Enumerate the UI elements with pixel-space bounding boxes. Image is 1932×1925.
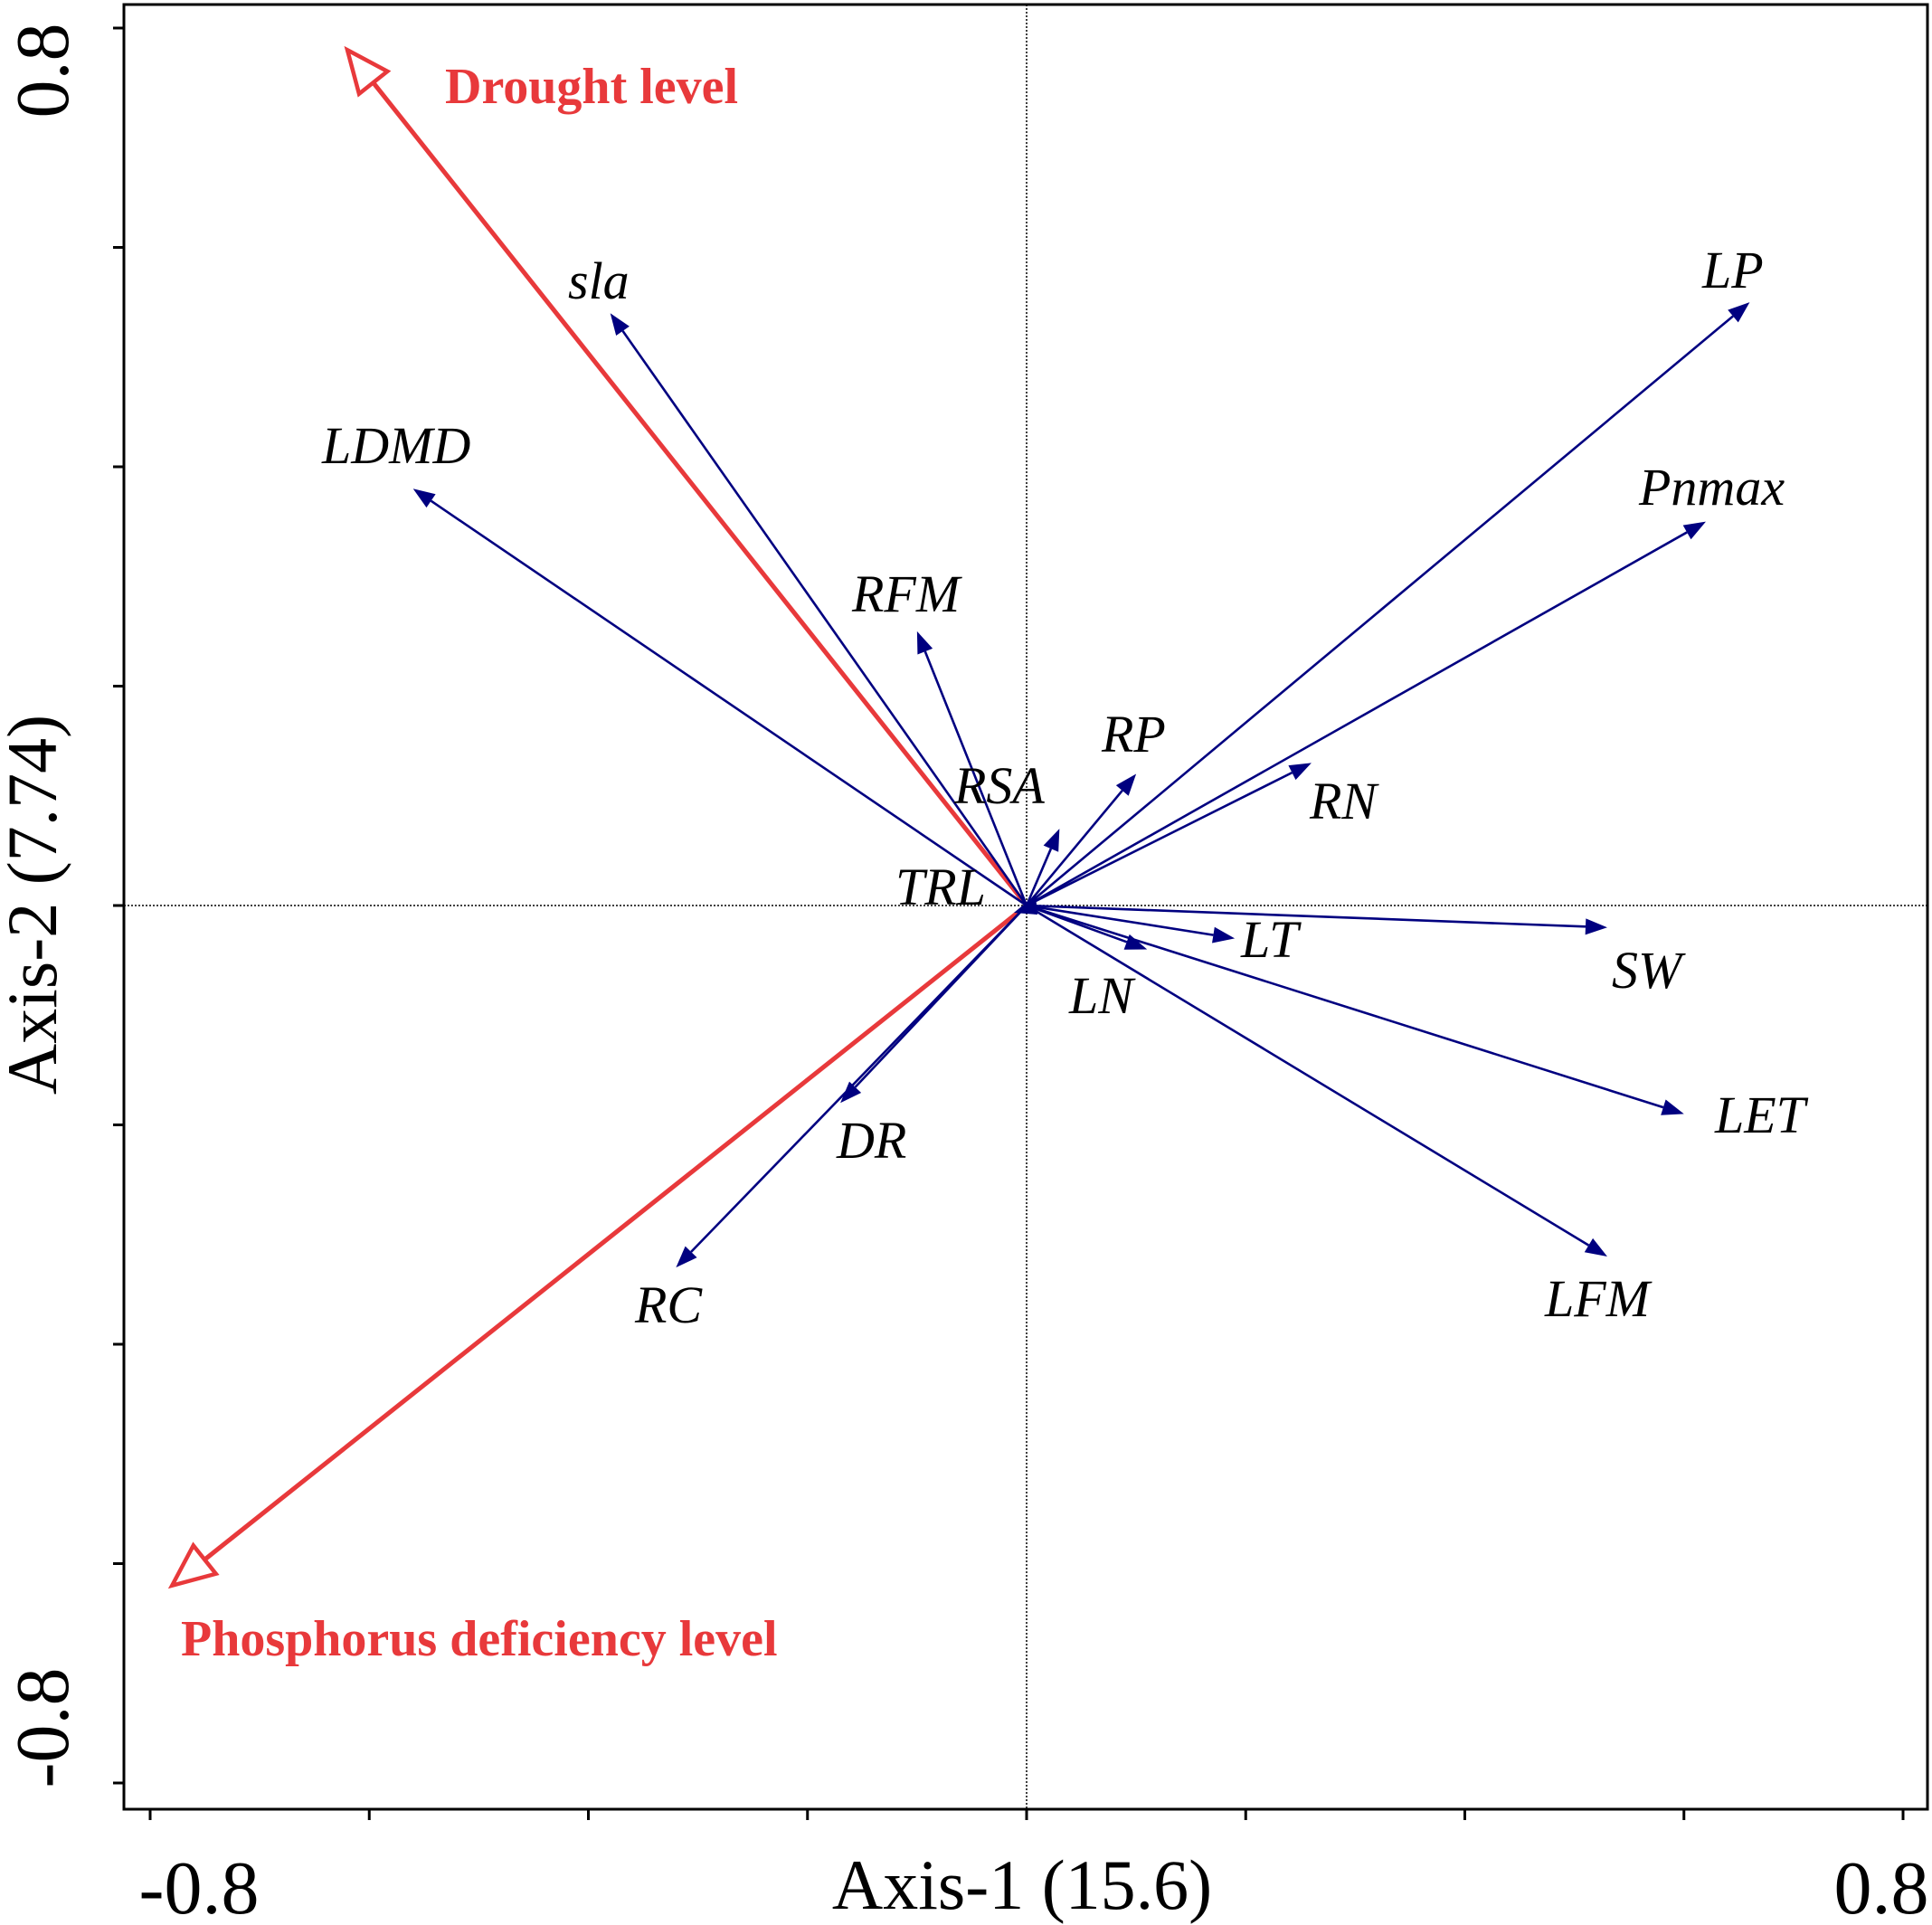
trait-arrow-lp [1026,302,1750,906]
label-let: LET [1714,1086,1809,1144]
label-rfm: RFM [851,564,962,623]
trait-arrow-rfm [916,631,1028,906]
label-trl: TRL [895,858,986,916]
label-lp: LP [1701,241,1764,299]
y-axis-title: Axis-2 (7.74) [0,715,71,1095]
y-axis-ticks [113,26,124,1785]
environment-vectors [167,45,1028,1589]
label-dr: DR [836,1111,906,1170]
label-ldmd: LDMD [321,416,470,475]
x-axis-ticks [148,1809,1905,1820]
env-arrow-phosphorus-deficiency-level [167,904,1028,1589]
y-tick-label-min: -0.8 [1,1668,85,1788]
label-lt: LT [1240,910,1302,969]
y-tick-label-max: 0.8 [1,24,85,119]
trait-arrow-rn [1026,763,1312,907]
trait-arrow-sla [610,313,1028,906]
label-ln: LN [1068,966,1136,1025]
x-axis-title: Axis-1 (15.6) [832,1845,1212,1924]
env-arrow-drought-level [344,45,1028,907]
label-pnmax: Pnmax [1638,458,1785,517]
trait-arrow-lfm [1026,904,1607,1256]
label-rsa: RSA [953,756,1045,815]
label-drought-level: Drought level [445,59,738,115]
label-phosphorus-deficiency-level: Phosphorus deficiency level [181,1611,778,1667]
label-sw: SW [1612,941,1686,1000]
trait-arrow-ldmd [412,488,1028,907]
trait-arrow-sw [1026,904,1607,935]
label-rc: RC [634,1275,703,1334]
x-tick-label-min: -0.8 [139,1846,260,1925]
x-tick-label-max: 0.8 [1834,1846,1929,1925]
trait-arrow-let [1026,904,1684,1115]
label-sla: sla [568,251,630,310]
label-lfm: LFM [1544,1269,1653,1328]
label-rn: RN [1309,772,1379,830]
label-rp: RP [1101,705,1166,763]
trait-arrow-rp [1026,773,1137,906]
trait-arrow-rsa [1025,829,1060,906]
trait-vectors [412,302,1750,1268]
trait-arrow-pnmax [1026,521,1706,907]
trait-arrow-lt [1026,904,1236,944]
trait-arrow-rc [676,905,1028,1268]
